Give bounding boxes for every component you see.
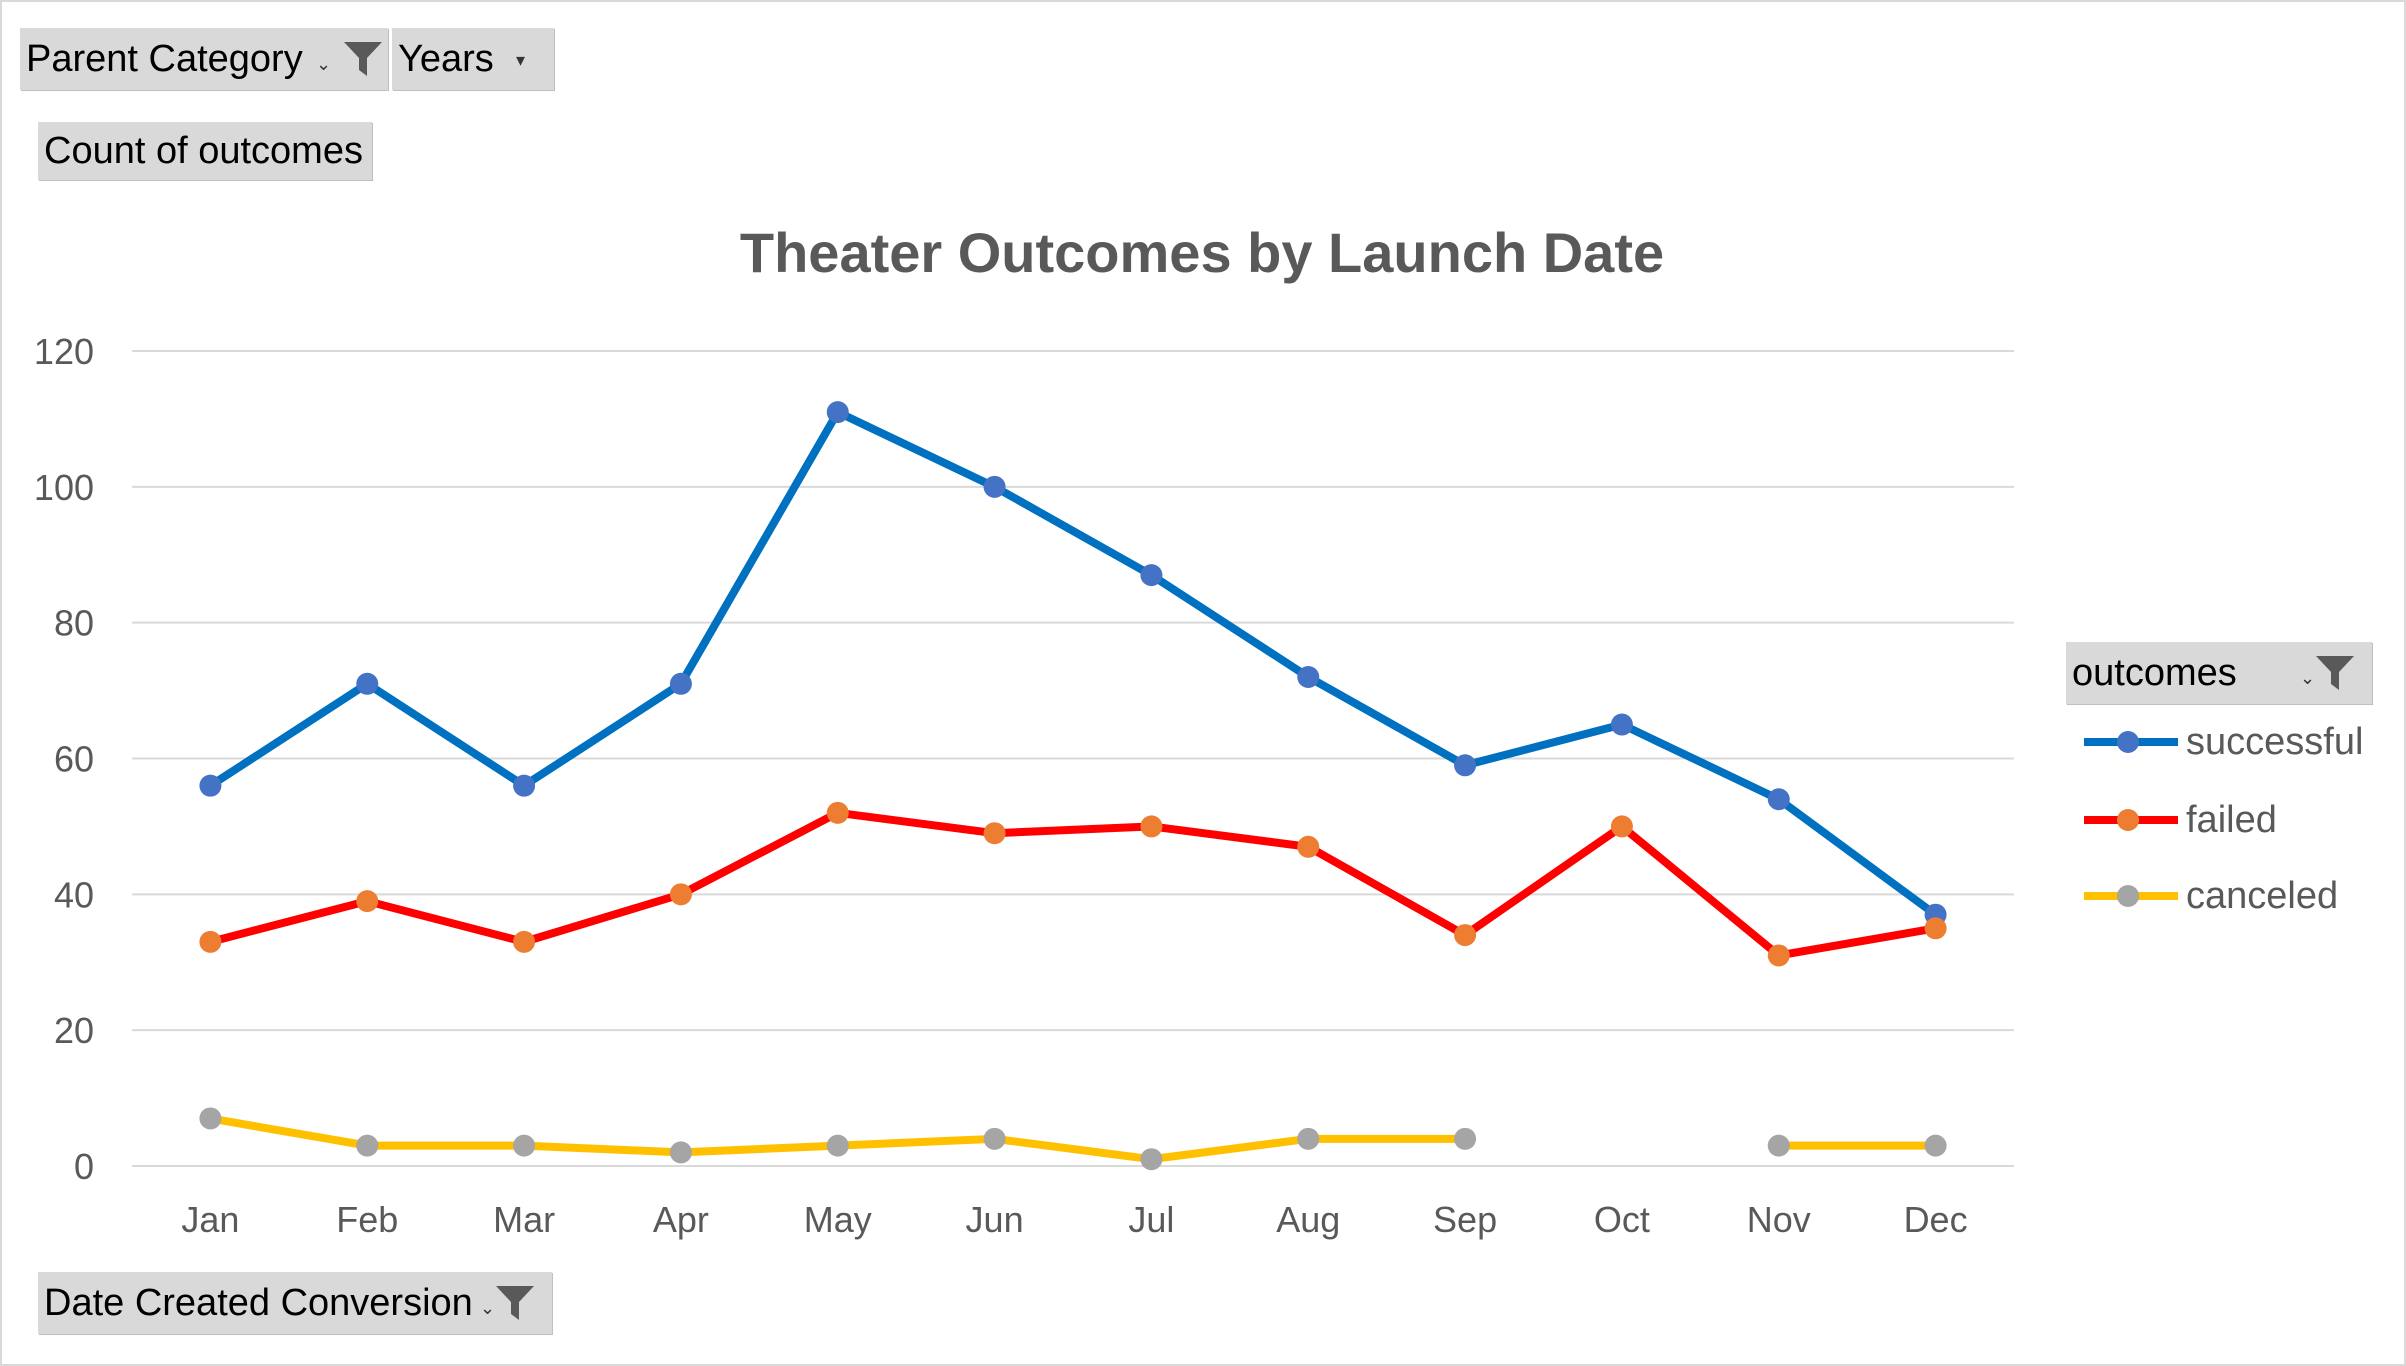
point-successful-jul[interactable] bbox=[1140, 564, 1163, 587]
x-tick-label: Jun bbox=[966, 1199, 1024, 1240]
point-canceled-feb[interactable] bbox=[356, 1134, 379, 1157]
x-tick-label: Dec bbox=[1904, 1199, 1968, 1240]
point-successful-jan[interactable] bbox=[199, 774, 222, 797]
years-filter-button[interactable]: Years ▾ bbox=[392, 28, 554, 90]
legend-field-filter-button[interactable]: outcomes ⌄ bbox=[2066, 642, 2372, 704]
series-failed[interactable] bbox=[199, 801, 1947, 967]
x-axis-tick-labels: Jan Feb Mar Apr May Jun Jul Aug Sep Oct Nov Dec bbox=[181, 1199, 1967, 1240]
y-tick-label: 60 bbox=[54, 739, 94, 780]
legend-swatch-failed bbox=[2084, 809, 2178, 831]
point-canceled-may[interactable] bbox=[826, 1134, 849, 1157]
series-line-successful bbox=[206, 408, 1940, 919]
filter-funnel-icon bbox=[344, 42, 382, 76]
x-tick-label: Sep bbox=[1433, 1199, 1497, 1240]
point-successful-may[interactable] bbox=[826, 401, 849, 424]
point-successful-nov[interactable] bbox=[1767, 788, 1790, 811]
series-lines bbox=[199, 401, 1947, 1171]
x-tick-label: Jul bbox=[1128, 1199, 1174, 1240]
point-successful-jun[interactable] bbox=[983, 475, 1006, 498]
x-tick-label: May bbox=[804, 1199, 872, 1240]
y-tick-label: 0 bbox=[74, 1146, 94, 1187]
point-failed-apr[interactable] bbox=[669, 883, 692, 906]
legend-item-canceled[interactable]: canceled bbox=[2082, 874, 2338, 918]
point-canceled-mar[interactable] bbox=[513, 1134, 536, 1157]
point-canceled-nov[interactable] bbox=[1767, 1134, 1790, 1157]
point-successful-aug[interactable] bbox=[1297, 666, 1320, 688]
y-tick-label: 40 bbox=[54, 874, 94, 915]
x-tick-label: Mar bbox=[493, 1199, 555, 1240]
point-successful-mar[interactable] bbox=[513, 774, 536, 797]
series-line-failed bbox=[206, 808, 1940, 960]
point-failed-mar[interactable] bbox=[513, 930, 536, 953]
point-failed-jun[interactable] bbox=[983, 822, 1006, 845]
gridlines bbox=[132, 350, 2014, 1167]
point-successful-oct[interactable] bbox=[1610, 713, 1633, 736]
series-canceled[interactable] bbox=[199, 1107, 1947, 1171]
values-field-button[interactable]: Count of outcomes bbox=[38, 122, 372, 180]
point-canceled-aug[interactable] bbox=[1297, 1127, 1320, 1150]
point-canceled-jun[interactable] bbox=[983, 1127, 1006, 1150]
parent-category-label: Parent Category bbox=[26, 37, 303, 80]
point-failed-jul[interactable] bbox=[1140, 815, 1163, 838]
x-tick-label: Aug bbox=[1276, 1199, 1340, 1240]
x-tick-label: Apr bbox=[653, 1199, 709, 1240]
point-failed-dec[interactable] bbox=[1924, 917, 1947, 940]
y-tick-label: 80 bbox=[54, 603, 94, 644]
legend-item-successful[interactable]: successful bbox=[2082, 720, 2363, 764]
legend-swatch-canceled bbox=[2084, 885, 2178, 907]
y-tick-label: 120 bbox=[34, 331, 94, 372]
legend-label-successful: successful bbox=[2186, 720, 2364, 763]
x-tick-label: Feb bbox=[336, 1199, 398, 1240]
point-canceled-sep[interactable] bbox=[1454, 1127, 1477, 1150]
point-failed-may[interactable] bbox=[826, 801, 849, 824]
series-successful[interactable] bbox=[199, 401, 1947, 926]
parent-category-filter-button[interactable]: Parent Category ⌄ bbox=[20, 28, 388, 90]
point-canceled-dec[interactable] bbox=[1924, 1134, 1947, 1157]
y-axis-tick-labels: 0 20 40 60 80 100 120 bbox=[34, 331, 94, 1187]
point-failed-sep[interactable] bbox=[1454, 924, 1477, 947]
point-successful-sep[interactable] bbox=[1454, 754, 1477, 777]
point-failed-jan[interactable] bbox=[199, 930, 222, 953]
point-failed-nov[interactable] bbox=[1767, 944, 1790, 967]
dropdown-arrow-icon: ⌄ bbox=[2300, 668, 2316, 688]
axis-field-label: Date Created Conversion bbox=[44, 1281, 473, 1324]
years-label: Years bbox=[398, 37, 494, 80]
point-successful-apr[interactable] bbox=[669, 672, 692, 695]
legend-label-canceled: canceled bbox=[2186, 874, 2339, 917]
chart-title: Theater Outcomes by Launch Date bbox=[740, 221, 1664, 284]
legend-label-failed: failed bbox=[2186, 798, 2277, 841]
dropdown-arrow-icon: ⌄ bbox=[480, 1298, 496, 1318]
point-successful-feb[interactable] bbox=[356, 672, 379, 695]
filter-funnel-icon bbox=[2316, 656, 2354, 690]
legend-field-label: outcomes bbox=[2072, 651, 2237, 694]
legend-swatch-successful bbox=[2084, 731, 2178, 753]
point-canceled-jul[interactable] bbox=[1140, 1148, 1163, 1171]
x-tick-label: Jan bbox=[181, 1199, 239, 1240]
y-tick-label: 20 bbox=[54, 1010, 94, 1051]
point-failed-feb[interactable] bbox=[356, 890, 379, 913]
dropdown-arrow-icon: ⌄ bbox=[316, 54, 332, 74]
x-tick-label: Oct bbox=[1594, 1199, 1650, 1240]
x-tick-label: Nov bbox=[1747, 1199, 1811, 1240]
values-field-label: Count of outcomes bbox=[44, 129, 363, 172]
y-tick-label: 100 bbox=[34, 467, 94, 508]
filter-funnel-icon bbox=[496, 1286, 534, 1320]
point-failed-aug[interactable] bbox=[1297, 835, 1320, 858]
point-canceled-apr[interactable] bbox=[669, 1141, 692, 1164]
point-failed-oct[interactable] bbox=[1610, 815, 1633, 838]
axis-field-filter-button[interactable]: Date Created Conversion ⌄ bbox=[38, 1272, 552, 1334]
legend-item-failed[interactable]: failed bbox=[2082, 798, 2277, 842]
point-canceled-jan[interactable] bbox=[199, 1107, 222, 1130]
dropdown-arrow-icon: ▾ bbox=[516, 50, 526, 70]
